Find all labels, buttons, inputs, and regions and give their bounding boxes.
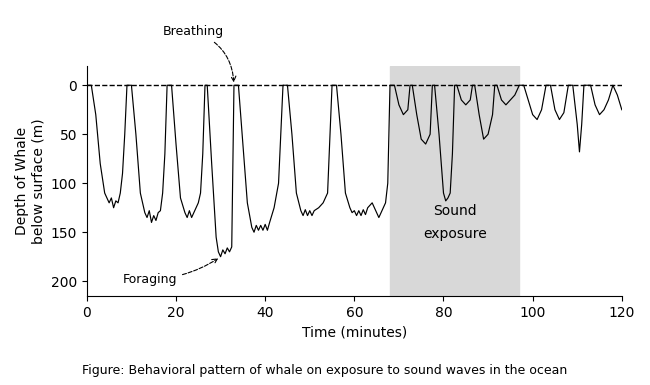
Bar bbox=[390, 66, 519, 296]
Text: Figure: Behavioral pattern of whale on exposure to sound waves in the ocean: Figure: Behavioral pattern of whale on e… bbox=[83, 364, 567, 377]
Text: Breathing: Breathing bbox=[162, 25, 236, 81]
Text: Sound
exposure: Sound exposure bbox=[422, 204, 486, 241]
Y-axis label: Depth of Whale
below surface (m): Depth of Whale below surface (m) bbox=[15, 118, 46, 244]
X-axis label: Time (minutes): Time (minutes) bbox=[302, 325, 407, 339]
Text: Foraging: Foraging bbox=[122, 259, 217, 286]
